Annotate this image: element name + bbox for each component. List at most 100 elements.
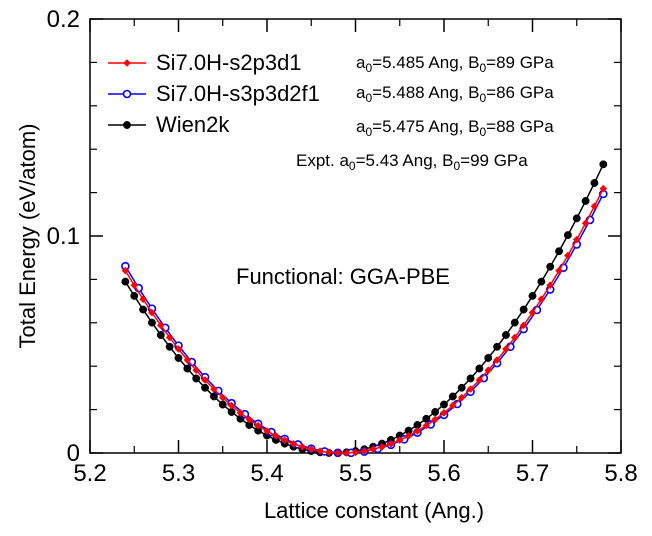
data-point — [351, 448, 360, 457]
data-point — [546, 281, 554, 289]
data-point — [457, 383, 466, 392]
data-point — [510, 318, 519, 327]
data-point — [511, 333, 519, 342]
data-point — [307, 445, 316, 454]
data-point — [440, 400, 448, 409]
legend-marker-shape — [123, 121, 131, 129]
data-point — [121, 266, 130, 275]
data-point — [218, 393, 227, 402]
data-point — [139, 295, 147, 303]
parameter-labels: a0=5.485 Ang, B0=89 GPa a0=5.488 Ang, B0… — [296, 53, 554, 173]
data-point — [528, 308, 537, 317]
data-point — [431, 415, 439, 424]
data-point — [148, 318, 156, 327]
data-point — [572, 214, 581, 223]
data-point — [519, 305, 528, 314]
data-point — [537, 295, 546, 303]
x-tick-label: 5.5 — [339, 460, 372, 487]
data-point — [599, 184, 608, 193]
legend-label-s3p3d2f1: Si7.0H-s3p3d2f1 — [156, 81, 320, 106]
x-axis-title: Lattice constant (Ang.) — [264, 498, 484, 523]
data-point — [457, 393, 466, 402]
data-point — [528, 291, 537, 300]
legend-marker-shape — [123, 59, 131, 67]
data-point — [581, 197, 590, 205]
data-point — [298, 443, 307, 451]
data-point — [440, 409, 448, 417]
data-point — [502, 331, 510, 339]
data-point — [484, 366, 493, 375]
data-point — [564, 251, 572, 260]
series-line — [124, 164, 604, 454]
data-point — [334, 449, 342, 457]
data-point — [484, 354, 493, 362]
data-point — [201, 383, 210, 392]
data-point — [466, 374, 475, 383]
legend-marker-shape — [122, 89, 132, 99]
data-point — [590, 202, 599, 211]
data-point — [378, 443, 386, 451]
data-point — [502, 345, 510, 353]
data-point — [156, 331, 165, 339]
data-point — [387, 440, 395, 448]
data-point — [148, 308, 156, 317]
param-label-s3p3d2f1: a0=5.488 Ang, B0=86 GPa — [356, 83, 554, 105]
legend-marker-red — [123, 59, 131, 67]
data-point — [174, 354, 183, 362]
data-point — [563, 231, 572, 240]
x-tick-label: 5.8 — [604, 460, 637, 487]
data-point — [174, 345, 183, 353]
series-Si7.0H-s3p3d2f1 — [121, 189, 608, 458]
data-point — [599, 160, 608, 169]
data-point — [342, 449, 351, 457]
data-point — [218, 400, 227, 409]
series-line — [124, 188, 604, 454]
data-point — [475, 376, 484, 384]
data-point — [227, 401, 236, 410]
data-point — [316, 447, 324, 455]
functional-annotation: Functional: GGA-PBE — [236, 264, 450, 289]
axis-ticks: 5.2 5.3 5.4 5.5 5.6 5.7 5.8 0 0.1 0.2 — [47, 6, 638, 487]
data-point — [157, 321, 165, 330]
x-tick-label: 5.4 — [250, 460, 283, 487]
data-point — [369, 445, 377, 454]
param-label-s2p3d1: a0=5.485 Ang, B0=89 GPa — [356, 53, 554, 75]
data-point — [130, 291, 139, 300]
data-point — [422, 421, 431, 430]
data-point — [236, 409, 245, 417]
data-point — [165, 333, 174, 342]
series-layer — [121, 160, 608, 458]
data-point — [546, 262, 555, 271]
data-point — [413, 427, 422, 435]
series-line — [124, 193, 604, 454]
data-point — [537, 277, 546, 286]
data-point — [431, 408, 440, 416]
legend-label-s2p3d1: Si7.0H-s2p3d1 — [156, 50, 302, 75]
expt-label: Expt. a0=5.43 Ang, B0=99 GPa — [296, 151, 528, 173]
data-point — [493, 342, 502, 351]
x-tick-label: 5.6 — [427, 460, 460, 487]
data-point — [519, 321, 528, 330]
data-point — [201, 376, 209, 384]
data-point — [555, 247, 563, 256]
data-point — [139, 305, 148, 314]
data-point — [572, 235, 581, 244]
data-point — [263, 427, 271, 435]
param-label-wien2k: a0=5.475 Ang, B0=88 GPa — [356, 117, 554, 139]
data-point — [581, 219, 590, 228]
data-point — [245, 415, 254, 424]
data-point — [165, 342, 174, 351]
x-tick-label: 5.3 — [162, 460, 195, 487]
y-tick-label: 0 — [67, 440, 80, 467]
data-point — [475, 364, 484, 373]
data-point — [210, 385, 218, 393]
data-point — [466, 385, 475, 393]
data-point — [395, 436, 404, 444]
data-point — [254, 421, 262, 430]
data-point — [227, 408, 236, 416]
x-tick-label: 5.2 — [73, 460, 106, 487]
data-point — [555, 266, 563, 275]
data-point — [404, 432, 413, 440]
legend-marker-black — [123, 121, 131, 129]
